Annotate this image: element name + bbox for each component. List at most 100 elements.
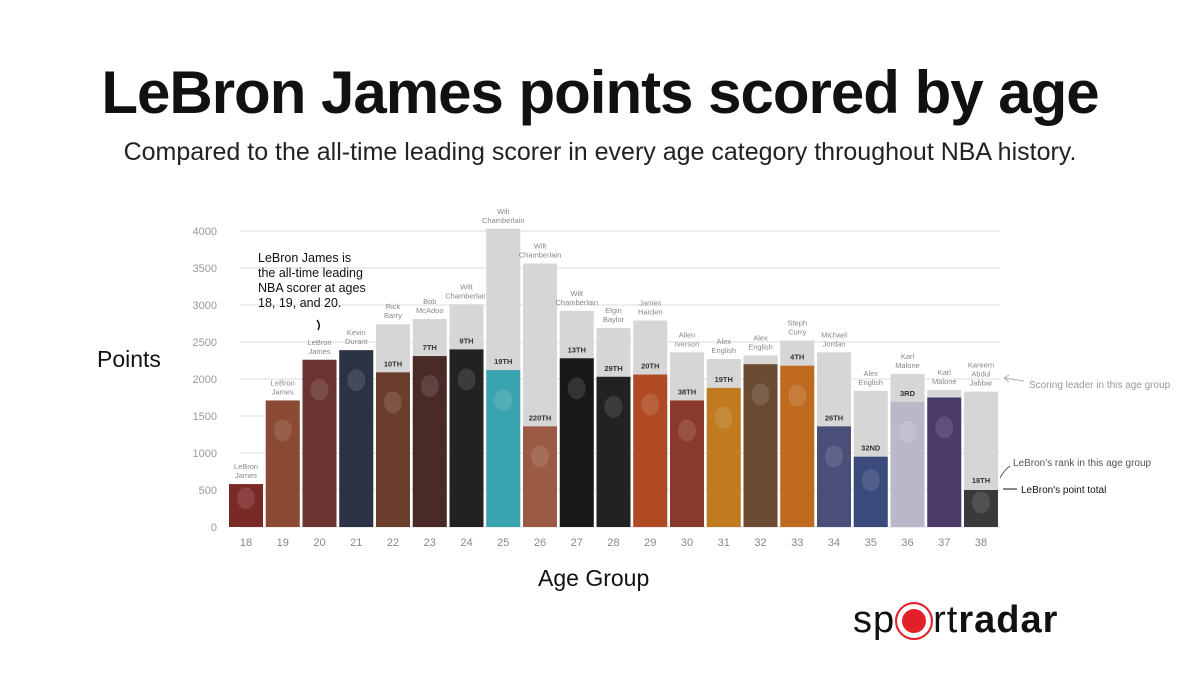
x-tick-label: 22 (387, 537, 399, 549)
leader-name-label: Allen Iverson (675, 330, 700, 348)
player-silhouette (420, 375, 439, 398)
logo-o-mark: o (895, 601, 934, 640)
lebron-note-line: the all-time leading (258, 266, 363, 280)
lebron-bar (633, 374, 668, 527)
x-tick-label: 24 (460, 537, 472, 549)
x-tick-label: 28 (607, 537, 619, 549)
player-silhouette (384, 391, 402, 414)
x-axis-label: Age Group (538, 565, 650, 591)
rank-label: 10TH (384, 359, 402, 368)
rank-label: 3RD (900, 389, 916, 398)
y-tick-label: 500 (199, 485, 217, 497)
leader-name-label: Kevin Durant (345, 328, 368, 346)
lebron-bar (964, 490, 998, 527)
rank-label: 7TH (423, 343, 437, 352)
x-tick-label: 31 (718, 537, 730, 549)
player-silhouette (567, 377, 586, 400)
lebron-bar (743, 364, 778, 527)
rank-label: 26TH (825, 413, 843, 422)
x-tick-label: 21 (350, 537, 362, 549)
player-silhouette (347, 369, 366, 392)
lebron-bar (229, 484, 263, 527)
lebron-bar (376, 372, 410, 527)
lebron-note-line: LeBron James is (258, 251, 351, 265)
y-tick-label: 2500 (193, 337, 217, 349)
player-silhouette (825, 445, 843, 468)
player-silhouette (678, 419, 696, 442)
lebron-bar (853, 456, 888, 527)
leader-name-label: Alex English (711, 337, 736, 355)
x-tick-label: 29 (644, 537, 656, 549)
x-tick-label: 32 (754, 537, 766, 549)
rank-label: 32ND (861, 444, 881, 453)
player-silhouette (641, 393, 660, 416)
rank-label: 19TH (494, 357, 512, 366)
leader-name-label: Kareem Abdul Jabbar (968, 361, 994, 388)
lebron-bar (559, 358, 594, 527)
rank-label: 38TH (678, 387, 696, 396)
rank-annotation-arrow (999, 465, 1011, 479)
lebron-bar (817, 426, 851, 527)
x-tick-label: 20 (313, 537, 325, 549)
rank-annotation: LeBron's rank in this age group (1013, 458, 1152, 469)
leader-name-label: Wilt Chamberlain (555, 289, 598, 307)
leader-name-label: Steph Curry (787, 319, 807, 337)
player-silhouette (604, 395, 623, 418)
y-tick-label: 3500 (193, 263, 217, 275)
lebron-note-line: NBA scorer at ages (258, 281, 366, 295)
y-tick-label: 4000 (193, 226, 217, 238)
x-tick-label: 27 (571, 537, 583, 549)
x-tick-label: 37 (938, 537, 950, 549)
x-tick-label: 38 (975, 537, 987, 549)
lebron-bar (412, 356, 447, 527)
leader-name-label: Elgin Baylor (603, 306, 625, 324)
x-tick-label: 18 (240, 537, 252, 549)
leader-name-label: LeBron James (271, 378, 295, 396)
player-silhouette (310, 378, 329, 401)
rank-label: 29TH (604, 364, 622, 373)
x-tick-label: 25 (497, 537, 509, 549)
x-tick-label: 30 (681, 537, 693, 549)
leader-annotation: Scoring leader in this age group (1029, 380, 1171, 391)
leader-name-label: James Harden (638, 299, 663, 317)
leader-name-label: Wilt Chamberlain (445, 282, 488, 300)
lebron-note-line: 18, 19, and 20. (258, 296, 341, 310)
x-tick-label: 26 (534, 537, 546, 549)
y-axis-label: Points (97, 346, 161, 372)
player-silhouette (273, 419, 292, 442)
lebron-bar (449, 349, 484, 527)
x-tick-label: 36 (901, 537, 913, 549)
leader-name-label: LeBron James (307, 338, 331, 356)
player-silhouette (972, 491, 990, 514)
chart-title: LeBron James points scored by age (101, 59, 1099, 126)
rank-label: 20TH (641, 362, 659, 371)
leader-name-label: Alex English (858, 369, 883, 387)
lebron-bar (486, 370, 521, 527)
x-tick-label: 19 (277, 537, 289, 549)
sportradar-logo: sp o rtradar (853, 599, 1059, 641)
player-silhouette (237, 487, 255, 510)
lebron-bar (596, 376, 631, 527)
y-tick-label: 3000 (193, 300, 217, 312)
rank-label: 4TH (790, 353, 804, 362)
leader-name-label: Wilt Chamberlain (519, 242, 562, 260)
total-annotation: LeBron's point total (1021, 485, 1106, 496)
rank-label: 13TH (568, 345, 586, 354)
x-tick-label: 34 (828, 537, 840, 549)
player-silhouette (751, 383, 770, 406)
lebron-bar (890, 401, 925, 527)
leader-name-label: Rick Barry (384, 302, 402, 320)
rank-label: 9TH (459, 336, 473, 345)
x-tick-label: 35 (865, 537, 877, 549)
lebron-bar (265, 400, 300, 527)
x-tick-label: 33 (791, 537, 803, 549)
lebron-bar (302, 359, 337, 527)
lebron-bar (706, 387, 741, 527)
leader-name-label: Alex English (748, 333, 773, 351)
player-silhouette (861, 469, 880, 492)
player-silhouette (898, 420, 917, 443)
lebron-bar (339, 350, 374, 527)
lebron-bar (780, 365, 815, 527)
player-silhouette (494, 389, 513, 412)
